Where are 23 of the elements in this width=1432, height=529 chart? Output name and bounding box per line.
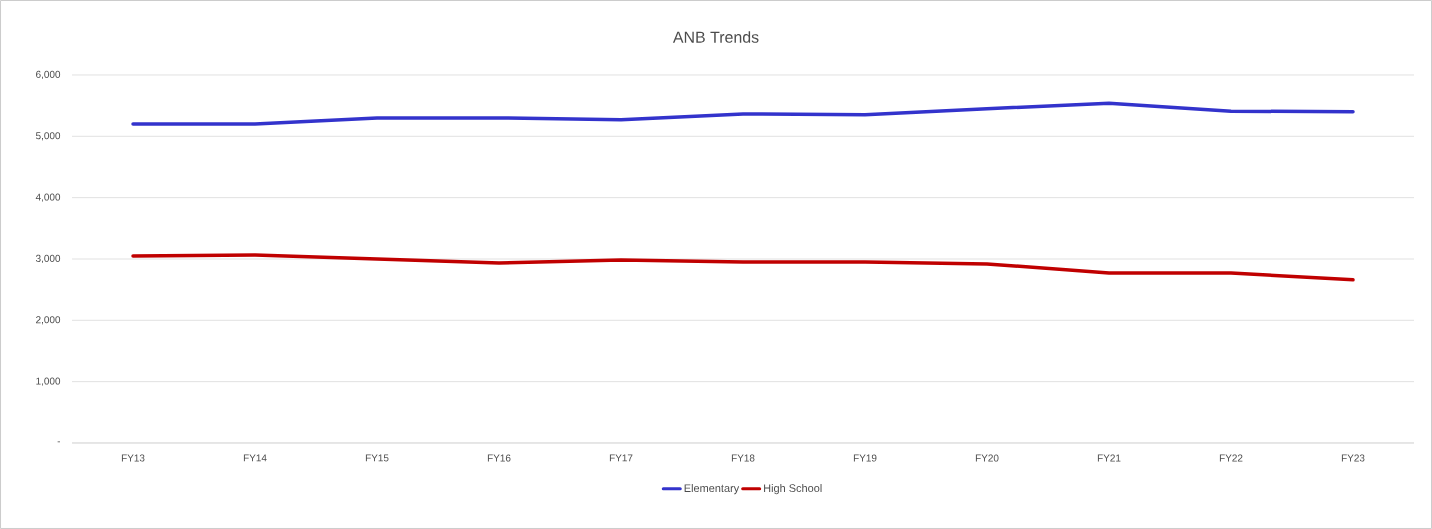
legend-label: Elementary	[684, 483, 740, 495]
x-tick-label: FY20	[975, 454, 999, 462]
line-series	[131, 253, 1355, 282]
y-tick-label: 6,000	[36, 70, 61, 80]
line-series	[131, 101, 1355, 126]
y-tick-label: 3,000	[35, 254, 61, 264]
x-tick-label: FY22	[1219, 454, 1243, 462]
x-tick-label: FY19	[853, 454, 877, 462]
y-tick-label: 1,000	[36, 377, 61, 386]
y-tick-label: -	[57, 441, 61, 443]
chart-title: ANB Trends	[672, 31, 759, 43]
y-tick-label: 2,000	[36, 316, 61, 325]
x-tick-label: FY21	[1097, 454, 1121, 462]
x-tick-label: FY18	[731, 454, 755, 462]
x-tick-label: FY13	[121, 454, 145, 462]
x-tick-label: FY15	[365, 454, 389, 462]
x-tick-label: FY23	[1341, 454, 1365, 462]
legend-label: High School	[764, 483, 822, 495]
x-tick-label: FY17	[609, 454, 633, 462]
x-tick-label: FY14	[243, 454, 267, 462]
y-tick-label: 5,000	[35, 132, 61, 141]
y-tick-label: 4,000	[35, 193, 61, 202]
x-tick-label: FY16	[487, 454, 511, 462]
